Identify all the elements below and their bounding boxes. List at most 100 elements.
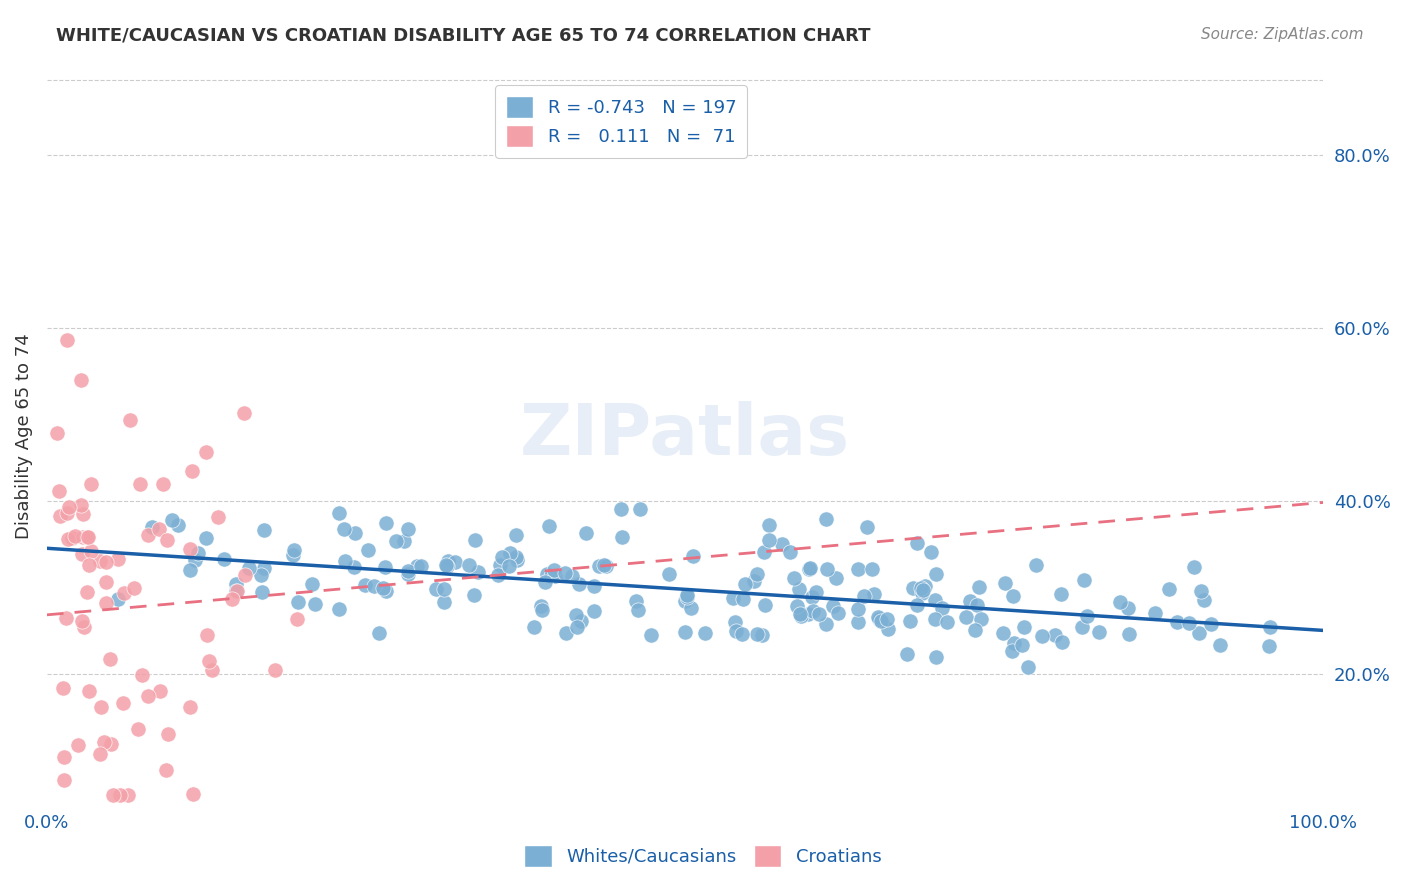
Point bbox=[568, 576, 591, 591]
Point bbox=[1144, 606, 1167, 620]
Y-axis label: Disability Age 65 to 74: Disability Age 65 to 74 bbox=[15, 333, 32, 539]
Point bbox=[561, 569, 583, 583]
Point bbox=[1031, 630, 1053, 644]
Point bbox=[285, 612, 308, 626]
Point bbox=[1187, 626, 1209, 640]
Point bbox=[89, 554, 111, 568]
Point bbox=[90, 700, 112, 714]
Point bbox=[343, 560, 366, 574]
Point bbox=[56, 506, 79, 520]
Point bbox=[77, 558, 100, 572]
Point bbox=[758, 518, 780, 533]
Point bbox=[385, 533, 408, 548]
Point bbox=[467, 566, 489, 580]
Point bbox=[682, 549, 704, 564]
Point bbox=[128, 476, 150, 491]
Point bbox=[444, 555, 467, 569]
Point bbox=[396, 567, 419, 582]
Legend: R = -0.743   N = 197, R =   0.111   N =  71: R = -0.743 N = 197, R = 0.111 N = 71 bbox=[495, 85, 747, 158]
Point bbox=[676, 590, 699, 604]
Point bbox=[673, 593, 696, 607]
Point bbox=[673, 624, 696, 639]
Point bbox=[870, 614, 893, 628]
Point bbox=[751, 628, 773, 642]
Point bbox=[167, 517, 190, 532]
Point bbox=[1017, 660, 1039, 674]
Point bbox=[77, 684, 100, 698]
Point bbox=[1049, 587, 1071, 601]
Point bbox=[931, 601, 953, 615]
Point bbox=[624, 593, 647, 607]
Point bbox=[181, 787, 204, 801]
Point bbox=[250, 568, 273, 582]
Point bbox=[724, 624, 747, 639]
Point bbox=[375, 584, 398, 599]
Point bbox=[103, 788, 125, 802]
Point bbox=[328, 602, 350, 616]
Point bbox=[96, 555, 118, 569]
Point bbox=[98, 652, 121, 666]
Point bbox=[353, 577, 375, 591]
Point bbox=[53, 772, 76, 787]
Point bbox=[523, 620, 546, 634]
Point bbox=[770, 537, 793, 551]
Point bbox=[96, 574, 118, 589]
Point bbox=[955, 609, 977, 624]
Point bbox=[433, 594, 456, 608]
Point bbox=[804, 584, 827, 599]
Point bbox=[1118, 627, 1140, 641]
Point bbox=[48, 483, 70, 498]
Point bbox=[877, 623, 900, 637]
Point bbox=[225, 583, 247, 598]
Point bbox=[815, 512, 838, 526]
Point bbox=[491, 550, 513, 565]
Point bbox=[406, 559, 429, 574]
Point bbox=[112, 696, 135, 710]
Point bbox=[505, 549, 527, 564]
Point bbox=[1011, 638, 1033, 652]
Point bbox=[357, 542, 380, 557]
Point bbox=[530, 603, 553, 617]
Point bbox=[155, 763, 177, 777]
Point bbox=[1209, 638, 1232, 652]
Point bbox=[67, 738, 90, 752]
Point bbox=[194, 445, 217, 459]
Point bbox=[876, 612, 898, 626]
Point bbox=[530, 599, 553, 613]
Point bbox=[214, 552, 236, 566]
Point bbox=[235, 568, 257, 582]
Point bbox=[70, 615, 93, 629]
Point bbox=[862, 587, 884, 601]
Text: WHITE/CAUCASIAN VS CROATIAN DISABILITY AGE 65 TO 74 CORRELATION CHART: WHITE/CAUCASIAN VS CROATIAN DISABILITY A… bbox=[56, 27, 870, 45]
Point bbox=[1071, 620, 1094, 634]
Point bbox=[1073, 574, 1095, 588]
Point bbox=[967, 580, 990, 594]
Point bbox=[534, 575, 557, 590]
Point bbox=[1043, 628, 1066, 642]
Point bbox=[117, 788, 139, 802]
Point bbox=[499, 546, 522, 560]
Point bbox=[554, 626, 576, 640]
Point bbox=[506, 553, 529, 567]
Point bbox=[69, 499, 91, 513]
Point bbox=[45, 426, 67, 441]
Point bbox=[914, 579, 936, 593]
Point bbox=[628, 502, 651, 516]
Point bbox=[595, 558, 617, 573]
Point bbox=[436, 558, 458, 573]
Point bbox=[679, 601, 702, 615]
Point bbox=[489, 558, 512, 573]
Point bbox=[333, 554, 356, 568]
Point bbox=[898, 614, 921, 628]
Point bbox=[58, 500, 80, 514]
Point bbox=[924, 592, 946, 607]
Point bbox=[920, 545, 942, 559]
Point bbox=[745, 567, 768, 582]
Point bbox=[1076, 609, 1098, 624]
Point bbox=[554, 566, 576, 581]
Point bbox=[374, 516, 396, 531]
Point bbox=[433, 582, 456, 596]
Point bbox=[905, 536, 928, 550]
Point bbox=[536, 567, 558, 582]
Point bbox=[149, 684, 172, 698]
